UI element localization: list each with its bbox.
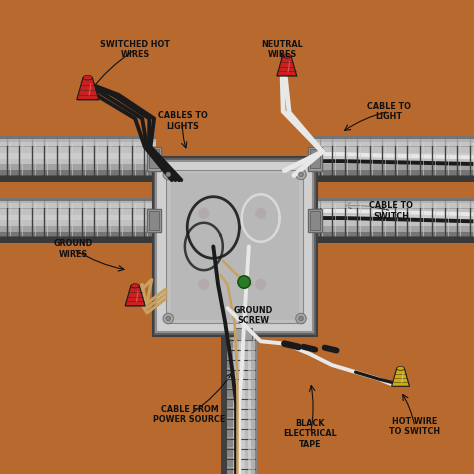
Bar [313,142,474,147]
Bar [0,170,156,176]
Bar [153,157,317,336]
Text: HOT WIRE
TO SWITCH: HOT WIRE TO SWITCH [389,417,440,436]
Bar [0,176,156,182]
Bar [308,209,322,232]
Bar [310,149,320,168]
Bar [0,215,156,220]
Bar [221,332,257,474]
Bar [0,237,156,243]
Circle shape [166,316,171,321]
Bar [313,232,474,237]
Bar [313,164,474,170]
Bar [313,175,474,182]
Bar [313,220,474,226]
Text: NEUTRAL
WIRES: NEUTRAL WIRES [261,40,303,59]
Bar [0,147,156,153]
Bar [221,332,228,474]
Bar [234,328,252,340]
Bar [0,237,156,243]
Ellipse shape [83,75,92,80]
Text: SWITCHED HOT
WIRES: SWITCHED HOT WIRES [100,40,170,59]
Bar [0,136,156,142]
Polygon shape [392,368,410,386]
Text: CABLE TO
LIGHT: CABLE TO LIGHT [367,102,410,121]
Circle shape [198,279,210,290]
Circle shape [163,169,173,180]
Bar [313,147,474,153]
Bar [0,209,156,215]
Bar [166,170,303,323]
Bar [313,159,474,164]
Bar [248,332,255,474]
Bar [0,136,156,182]
Circle shape [255,279,266,290]
Circle shape [296,169,306,180]
Bar [313,209,474,215]
Bar [156,161,313,332]
Bar [313,136,474,142]
Circle shape [299,316,303,321]
Bar [149,211,159,230]
Bar [0,164,156,170]
Bar [0,226,156,232]
Bar [310,211,320,230]
Bar [239,332,246,474]
Bar [0,139,156,146]
Bar [313,215,474,220]
Bar [246,332,251,474]
Ellipse shape [283,54,291,58]
Circle shape [198,208,210,219]
Circle shape [296,313,306,324]
Bar [0,159,156,164]
Bar [0,198,156,243]
Circle shape [255,208,266,219]
Ellipse shape [397,366,404,370]
Text: BLACK
ELECTRICAL
TAPE: BLACK ELECTRICAL TAPE [283,419,337,448]
Bar [313,153,474,159]
Bar [147,147,161,171]
Bar [313,237,474,243]
Bar [313,201,474,208]
Bar [251,332,257,474]
Bar [313,203,474,209]
Bar [313,198,474,243]
Polygon shape [125,286,145,306]
Circle shape [166,172,171,177]
Text: GROUND
WIRES: GROUND WIRES [54,239,93,258]
Bar [313,198,474,203]
Bar [228,332,233,474]
Bar [0,153,156,159]
Bar [313,226,474,232]
Bar [0,232,156,237]
Ellipse shape [131,283,139,288]
Bar [313,170,474,176]
Text: CABLE FROM
POWER SOURCE: CABLE FROM POWER SOURCE [154,405,226,424]
Bar [0,198,156,203]
Bar [308,147,322,171]
Bar [0,220,156,226]
Bar [313,176,474,182]
Circle shape [299,172,303,177]
Bar [0,175,156,182]
Text: GROUND
SCREW: GROUND SCREW [234,306,273,325]
Bar [0,142,156,147]
Text: CABLE TO
SWITCH: CABLE TO SWITCH [369,201,413,220]
Bar [233,332,239,474]
Text: CABLES TO
LIGHTS: CABLES TO LIGHTS [158,111,207,130]
Bar [171,173,299,320]
Polygon shape [77,78,99,100]
Bar [147,209,161,232]
Bar [313,136,474,182]
Bar [0,203,156,209]
Bar [313,237,474,243]
Circle shape [238,276,250,288]
Bar [313,139,474,146]
Polygon shape [277,56,297,76]
Circle shape [163,313,173,324]
Bar [0,201,156,208]
Bar [149,149,159,168]
